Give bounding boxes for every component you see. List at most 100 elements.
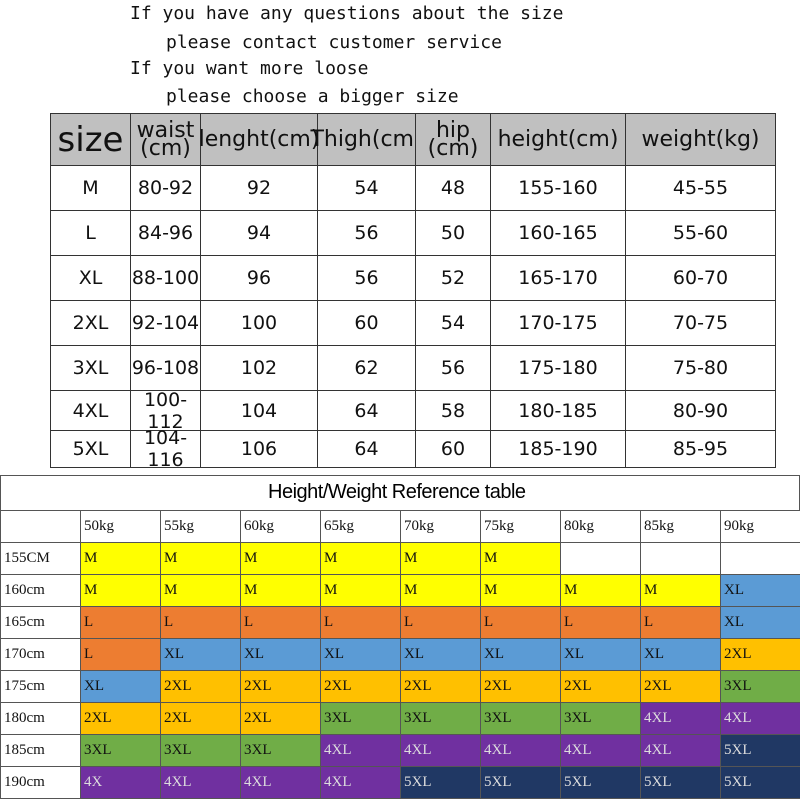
table-cell: 3XL [50,345,131,391]
weight-header: 80kg [560,510,641,543]
weight-header: 50kg [80,510,161,543]
size-cell: 4XL [720,702,800,735]
size-cell: M [640,574,721,607]
table-cell: 80-90 [625,390,776,431]
table-cell: 104 [200,390,318,431]
table-cell: 56 [415,345,491,391]
size-cell: XL [400,638,481,671]
weight-header: 55kg [160,510,241,543]
table-cell: 60 [317,300,416,346]
size-cell: 2XL [640,670,721,703]
note-line: please contact customer service [166,32,502,53]
table-cell: 100 [200,300,318,346]
table-cell: 165-170 [490,255,626,301]
size-cell: M [80,542,161,575]
size-cell: 2XL [480,670,561,703]
size-cell: 5XL [720,766,800,799]
size-cell: 5XL [400,766,481,799]
size-cell: 5XL [560,766,641,799]
size-cell: XL [480,638,561,671]
size-cell: 3XL [400,702,481,735]
size-cell: L [640,606,721,639]
table-cell: 85-95 [625,430,776,468]
size-cell: M [160,542,241,575]
size-cell [640,542,721,575]
table-cell: 64 [317,390,416,431]
size-cell: 5XL [640,766,721,799]
size-cell: 4XL [240,766,321,799]
size-cell: L [320,606,401,639]
size-cell: M [560,574,641,607]
table-cell: 102 [200,345,318,391]
size-cell: 2XL [160,670,241,703]
table-cell: M [50,165,131,211]
size-cell: L [560,606,641,639]
size-cell: 3XL [320,702,401,735]
height-label: 160cm [0,574,81,607]
table-cell: 94 [200,210,318,256]
table-cell: 56 [317,210,416,256]
height-label: 185cm [0,734,81,767]
size-cell: M [240,574,321,607]
size-cell: L [240,606,321,639]
table-cell: 70-75 [625,300,776,346]
weight-header: 65kg [320,510,401,543]
size-cell [560,542,641,575]
size-cell: XL [720,574,800,607]
size-cell: XL [80,670,161,703]
size-cell: 2XL [240,670,321,703]
corner-cell [0,510,81,543]
size-cell: 4XL [320,766,401,799]
size-cell: 2XL [560,670,641,703]
size-cell: L [80,606,161,639]
reference-title: Height/Weight Reference table [268,481,526,503]
table-cell: 5XL [50,430,131,468]
size-cell: XL [640,638,721,671]
size-cell: L [400,606,481,639]
table-cell: 75-80 [625,345,776,391]
size-cell: M [320,542,401,575]
weight-header: 75kg [480,510,561,543]
size-cell [720,542,800,575]
table-cell: 185-190 [490,430,626,468]
size-cell: 4XL [640,702,721,735]
size-cell: 4XL [480,734,561,767]
size-cell: M [480,542,561,575]
size-cell: 4XL [400,734,481,767]
size-cell: XL [720,606,800,639]
table-cell: 60-70 [625,255,776,301]
size-cell: XL [160,638,241,671]
table-cell: 180-185 [490,390,626,431]
table-cell: 175-180 [490,345,626,391]
header-cell: weight(kg) [625,113,776,166]
size-cell: 2XL [720,638,800,671]
table-cell: 62 [317,345,416,391]
size-cell: XL [560,638,641,671]
table-cell: 56 [317,255,416,301]
size-cell: L [80,638,161,671]
table-cell: 88-100 [130,255,201,301]
size-cell: 2XL [400,670,481,703]
table-cell: 54 [317,165,416,211]
header-cell: hip (cm) [415,113,491,166]
size-cell: L [480,606,561,639]
height-label: 190cm [0,766,81,799]
table-cell: 100-112 [130,389,201,433]
size-cell: M [480,574,561,607]
header-cell: Thigh(cm) [310,113,423,166]
table-cell: 45-55 [625,165,776,211]
table-cell: L [50,210,131,256]
table-cell: 48 [415,165,491,211]
note-line: If you want more loose [130,58,369,79]
height-label: 180cm [0,702,81,735]
table-cell: 92 [200,165,318,211]
table-cell: 54 [415,300,491,346]
size-cell: 4XL [320,734,401,767]
size-cell: 2XL [80,702,161,735]
table-cell: 170-175 [490,300,626,346]
size-cell: XL [320,638,401,671]
table-cell: 60 [415,430,491,468]
size-cell: L [160,606,241,639]
table-cell: 92-104 [130,300,201,346]
